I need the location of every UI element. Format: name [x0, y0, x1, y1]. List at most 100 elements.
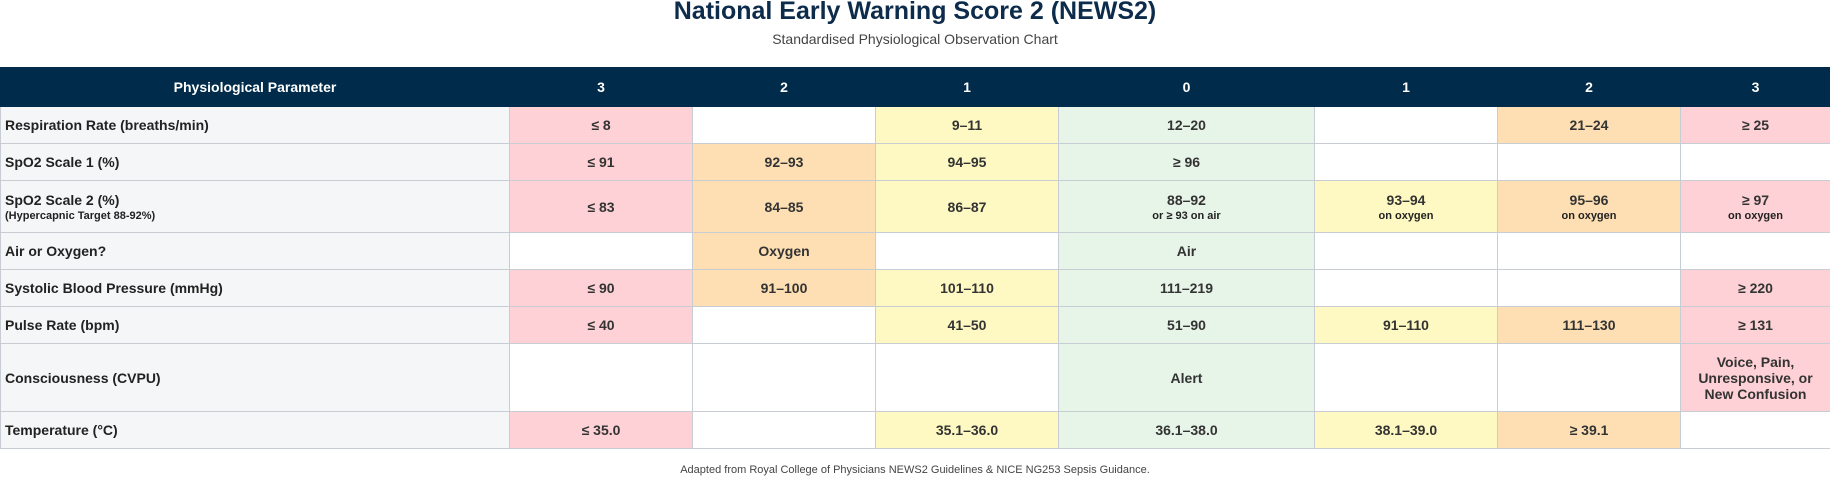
- parameter-label: Temperature (°C): [5, 422, 118, 438]
- header-score-3-low: 3: [509, 67, 693, 107]
- score-cell: [509, 343, 693, 412]
- score-cell: ≤ 40: [509, 306, 693, 344]
- parameter-label: Systolic Blood Pressure (mmHg): [5, 280, 223, 296]
- score-range: ≥ 220: [1738, 280, 1773, 296]
- footer-note: Adapted from Royal College of Physicians…: [680, 464, 1150, 476]
- parameter-sublabel: (Hypercapnic Target 88-92%): [5, 209, 156, 222]
- header-row: Physiological Parameter 3 2 1 0 1 2 3: [0, 67, 1830, 107]
- score-range: Voice, Pain, Unresponsive, or New Confus…: [1698, 353, 1813, 402]
- score-range: Oxygen: [758, 243, 810, 259]
- table-row: Temperature (°C) ≤ 35.0 35.1–36.0 36.1–38.0…: [0, 411, 1830, 449]
- score-cell: [1314, 269, 1498, 307]
- table-row: Pulse Rate (bpm) ≤ 40 41–50 51–90 91–110 111–…: [0, 306, 1830, 344]
- parameter-cell: SpO2 Scale 1 (%): [0, 143, 510, 181]
- score-cell: ≥ 220: [1680, 269, 1830, 307]
- score-range-note: or ≥ 93 on air: [1152, 209, 1221, 222]
- score-cell: [1497, 269, 1681, 307]
- table-row: Systolic Blood Pressure (mmHg) ≤ 90 91–100…: [0, 269, 1830, 307]
- score-cell: [692, 106, 876, 144]
- header-score-3-high: 3: [1680, 67, 1830, 107]
- score-cell: 111–219: [1058, 269, 1315, 307]
- score-cell: 86–87: [875, 180, 1059, 233]
- score-range: 111–219: [1160, 280, 1213, 296]
- score-cell: ≤ 83: [509, 180, 693, 233]
- score-cell: [1680, 411, 1830, 449]
- score-range: 35.1–36.0: [935, 422, 999, 438]
- score-cell: Voice, Pain, Unresponsive, or New Confus…: [1680, 343, 1830, 412]
- table-row: Respiration Rate (breaths/min) ≤ 8 9–11 12–…: [0, 106, 1830, 144]
- score-range: ≤ 8: [591, 117, 611, 133]
- score-range: 93–94: [1386, 191, 1426, 208]
- score-range: ≥ 25: [1741, 117, 1770, 133]
- news2-table: Physiological Parameter 3 2 1 0 1 2 3 Re…: [0, 67, 1830, 449]
- header-score-2-high: 2: [1497, 67, 1681, 107]
- score-cell: [875, 232, 1059, 270]
- parameter-cell: SpO2 Scale 2 (%) (Hypercapnic Target 88-9…: [0, 180, 510, 233]
- parameter-cell: Air or Oxygen?: [0, 232, 510, 270]
- score-range: ≥ 96: [1172, 154, 1201, 170]
- score-cell: 91–100: [692, 269, 876, 307]
- table-row: Air or Oxygen? Oxygen Air: [0, 232, 1830, 270]
- score-cell: [1497, 143, 1681, 181]
- score-cell: 101–110: [875, 269, 1059, 307]
- score-cell: [509, 232, 693, 270]
- table-row: Consciousness (CVPU) Alert Voice, Pain, Un…: [0, 343, 1830, 412]
- score-cell: 93–94 on oxygen: [1314, 180, 1498, 233]
- parameter-cell: Respiration Rate (breaths/min): [0, 106, 510, 144]
- score-cell: 35.1–36.0: [875, 411, 1059, 449]
- score-cell: [1497, 232, 1681, 270]
- score-range: ≤ 90: [587, 280, 615, 296]
- score-cell: [692, 411, 876, 449]
- score-cell: 36.1–38.0: [1058, 411, 1315, 449]
- score-range-note: on oxygen: [1378, 209, 1434, 222]
- parameter-cell: Systolic Blood Pressure (mmHg): [0, 269, 510, 307]
- score-cell: 9–11: [875, 106, 1059, 144]
- score-cell: [1680, 143, 1830, 181]
- score-cell: Air: [1058, 232, 1315, 270]
- score-range: 9–11: [951, 117, 983, 133]
- score-range: Air: [1176, 243, 1197, 259]
- score-cell: ≥ 25: [1680, 106, 1830, 144]
- table-row: SpO2 Scale 1 (%) ≤ 91 92–93 94–95 ≥ 96: [0, 143, 1830, 181]
- score-cell: [692, 306, 876, 344]
- header-score-0: 0: [1058, 67, 1315, 107]
- score-cell: 38.1–39.0: [1314, 411, 1498, 449]
- score-cell: ≤ 91: [509, 143, 693, 181]
- score-cell: [1497, 343, 1681, 412]
- score-cell: 12–20: [1058, 106, 1315, 144]
- score-cell: [692, 343, 876, 412]
- score-cell: 41–50: [875, 306, 1059, 344]
- score-cell: 91–110: [1314, 306, 1498, 344]
- score-cell: ≤ 35.0: [509, 411, 693, 449]
- header-score-1-low: 1: [875, 67, 1059, 107]
- score-cell: 84–85: [692, 180, 876, 233]
- parameter-label: Pulse Rate (bpm): [5, 317, 120, 333]
- score-range: ≤ 40: [587, 317, 615, 333]
- header-score-2-low: 2: [692, 67, 876, 107]
- score-range-note: on oxygen: [1727, 209, 1783, 222]
- page-title: National Early Warning Score 2 (NEWS2): [673, 0, 1157, 25]
- header-score-1-high: 1: [1314, 67, 1498, 107]
- parameter-label: Air or Oxygen?: [5, 243, 107, 259]
- score-cell: 94–95: [875, 143, 1059, 181]
- score-cell: ≤ 90: [509, 269, 693, 307]
- score-cell: [875, 343, 1059, 412]
- score-range: 51–90: [1167, 317, 1206, 333]
- page-subtitle: Standardised Physiological Observation C…: [772, 31, 1058, 47]
- score-cell: 111–130: [1497, 306, 1681, 344]
- score-cell: Oxygen: [692, 232, 876, 270]
- header-parameter: Physiological Parameter: [0, 67, 510, 107]
- score-cell: [1314, 232, 1498, 270]
- score-range: ≥ 39.1: [1569, 422, 1609, 438]
- score-range: 95–96: [1569, 191, 1609, 208]
- score-range: 41–50: [947, 317, 987, 333]
- score-range: ≤ 35.0: [581, 422, 621, 438]
- score-range: 86–87: [947, 198, 987, 215]
- score-range: 21–24: [1569, 117, 1609, 133]
- score-cell: ≥ 131: [1680, 306, 1830, 344]
- score-range: 12–20: [1167, 117, 1206, 133]
- score-range: 94–95: [947, 154, 987, 170]
- score-cell: [1314, 106, 1498, 144]
- parameter-cell: Consciousness (CVPU): [0, 343, 510, 412]
- parameter-cell: Pulse Rate (bpm): [0, 306, 510, 344]
